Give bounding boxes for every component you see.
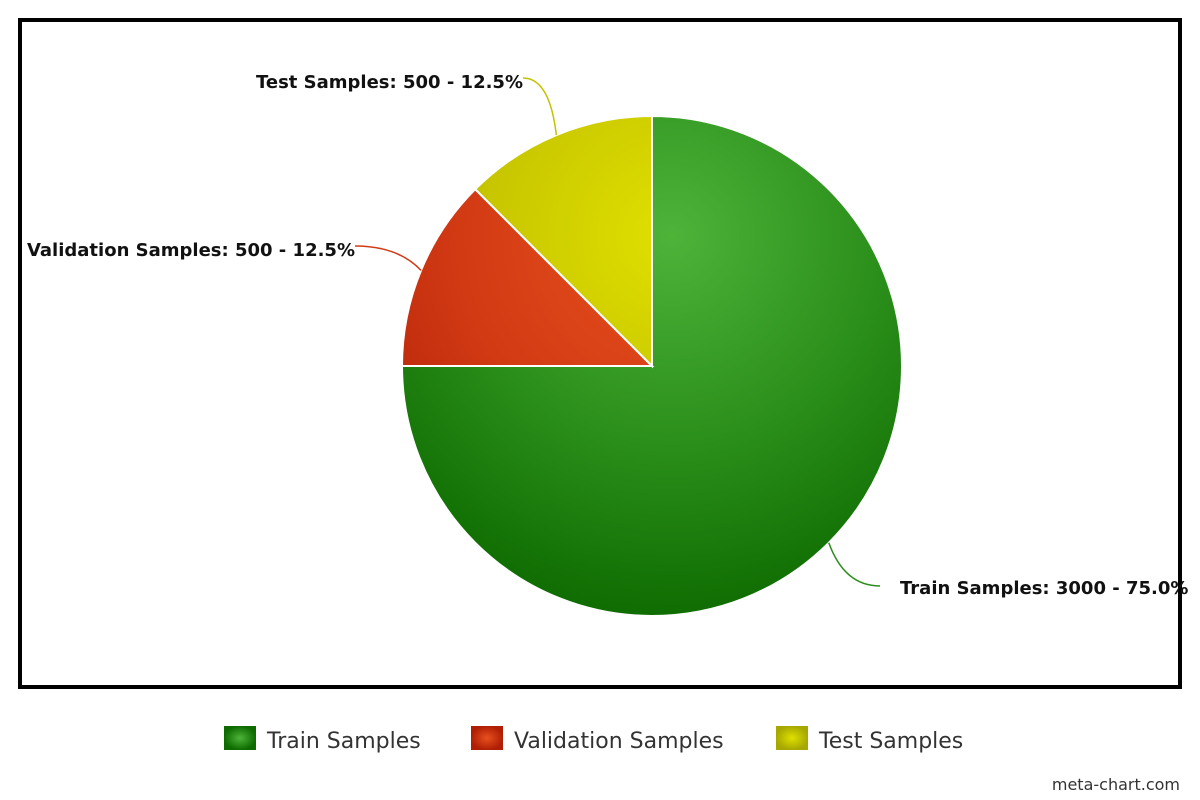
watermark: meta-chart.com xyxy=(1052,775,1180,794)
slice-label-validation: Validation Samples: 500 - 12.5% xyxy=(27,240,355,261)
pie-slice-test xyxy=(473,114,653,369)
pie-slice-validation xyxy=(400,187,655,367)
legend-label-validation: Validation Samples xyxy=(514,729,724,754)
leader-line-validation xyxy=(354,245,422,271)
label-leader-lines xyxy=(354,77,881,587)
leader-line-train xyxy=(828,542,881,587)
legend-swatch-validation xyxy=(471,726,503,750)
legend-swatch-train xyxy=(224,726,256,750)
leader-line-test xyxy=(522,77,558,136)
legend-label-test: Test Samples xyxy=(818,729,963,754)
slice-label-test: Test Samples: 500 - 12.5% xyxy=(256,72,523,93)
legend: Train Samples Validation Samples Test Sa… xyxy=(224,726,963,754)
legend-swatch-test xyxy=(776,726,808,750)
legend-label-train: Train Samples xyxy=(266,729,421,754)
pie-slices xyxy=(400,114,903,617)
slice-label-train: Train Samples: 3000 - 75.0% xyxy=(900,578,1188,599)
